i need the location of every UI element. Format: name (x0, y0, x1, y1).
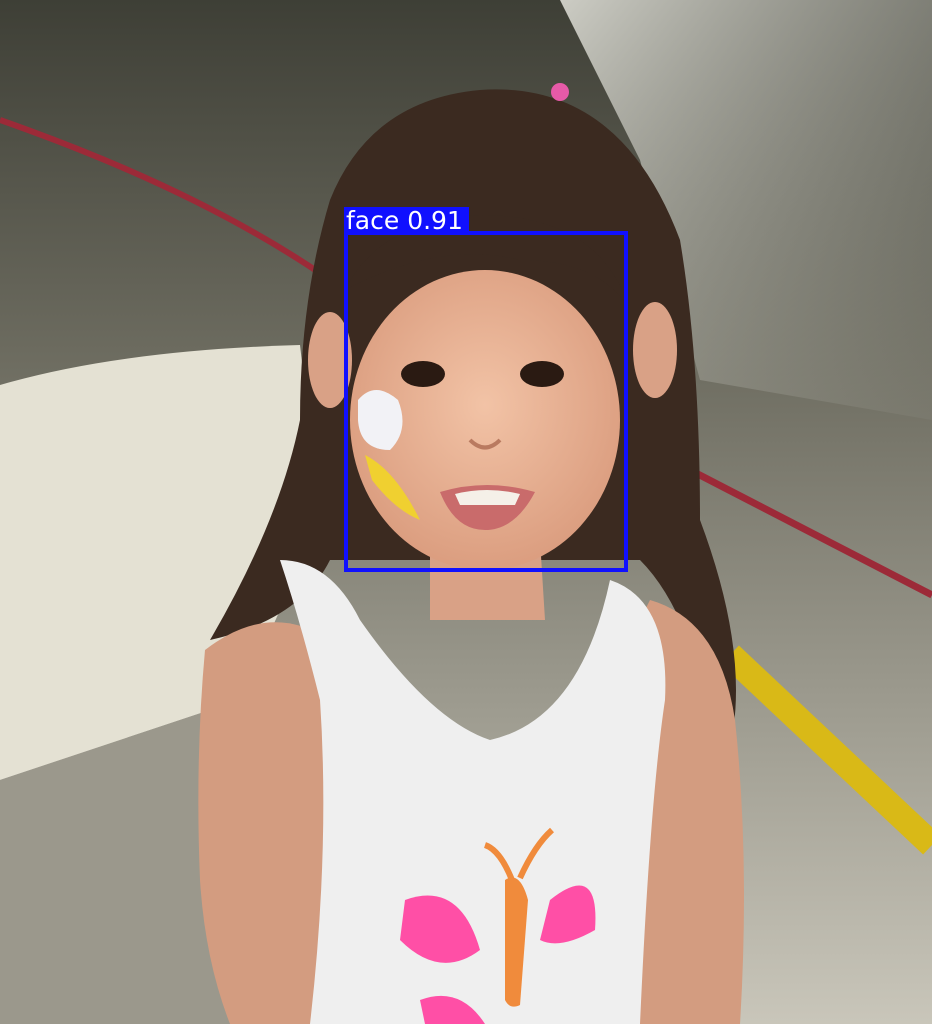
arm-left (198, 622, 330, 1024)
detection-score: 0.91 (407, 206, 463, 235)
face-paint-white (358, 390, 403, 450)
yellow-floor-line (721, 645, 932, 855)
butterfly-antenna (483, 827, 555, 882)
floor-reflection (560, 0, 932, 420)
red-floor-line (0, 117, 332, 283)
eye-right (520, 361, 564, 387)
hair-tie (551, 83, 569, 101)
butterfly-wing-left (400, 895, 480, 963)
butterfly-body (505, 877, 528, 1007)
butterfly-wing-lower (420, 995, 485, 1024)
ear-left (308, 312, 352, 408)
teeth (455, 490, 520, 505)
chair-shadow (0, 700, 240, 1024)
face-detection-label: face 0.91 (344, 206, 469, 235)
face-paint-rainbow (365, 455, 420, 520)
nose (468, 438, 502, 450)
hair-front (345, 215, 630, 310)
eye-left (401, 361, 445, 387)
detection-class: face (346, 206, 400, 235)
butterfly-wing-right (540, 885, 596, 944)
face (350, 270, 620, 570)
ear-right (633, 302, 677, 398)
face-detection-box (344, 231, 628, 572)
red-floor-line-right (688, 466, 932, 599)
